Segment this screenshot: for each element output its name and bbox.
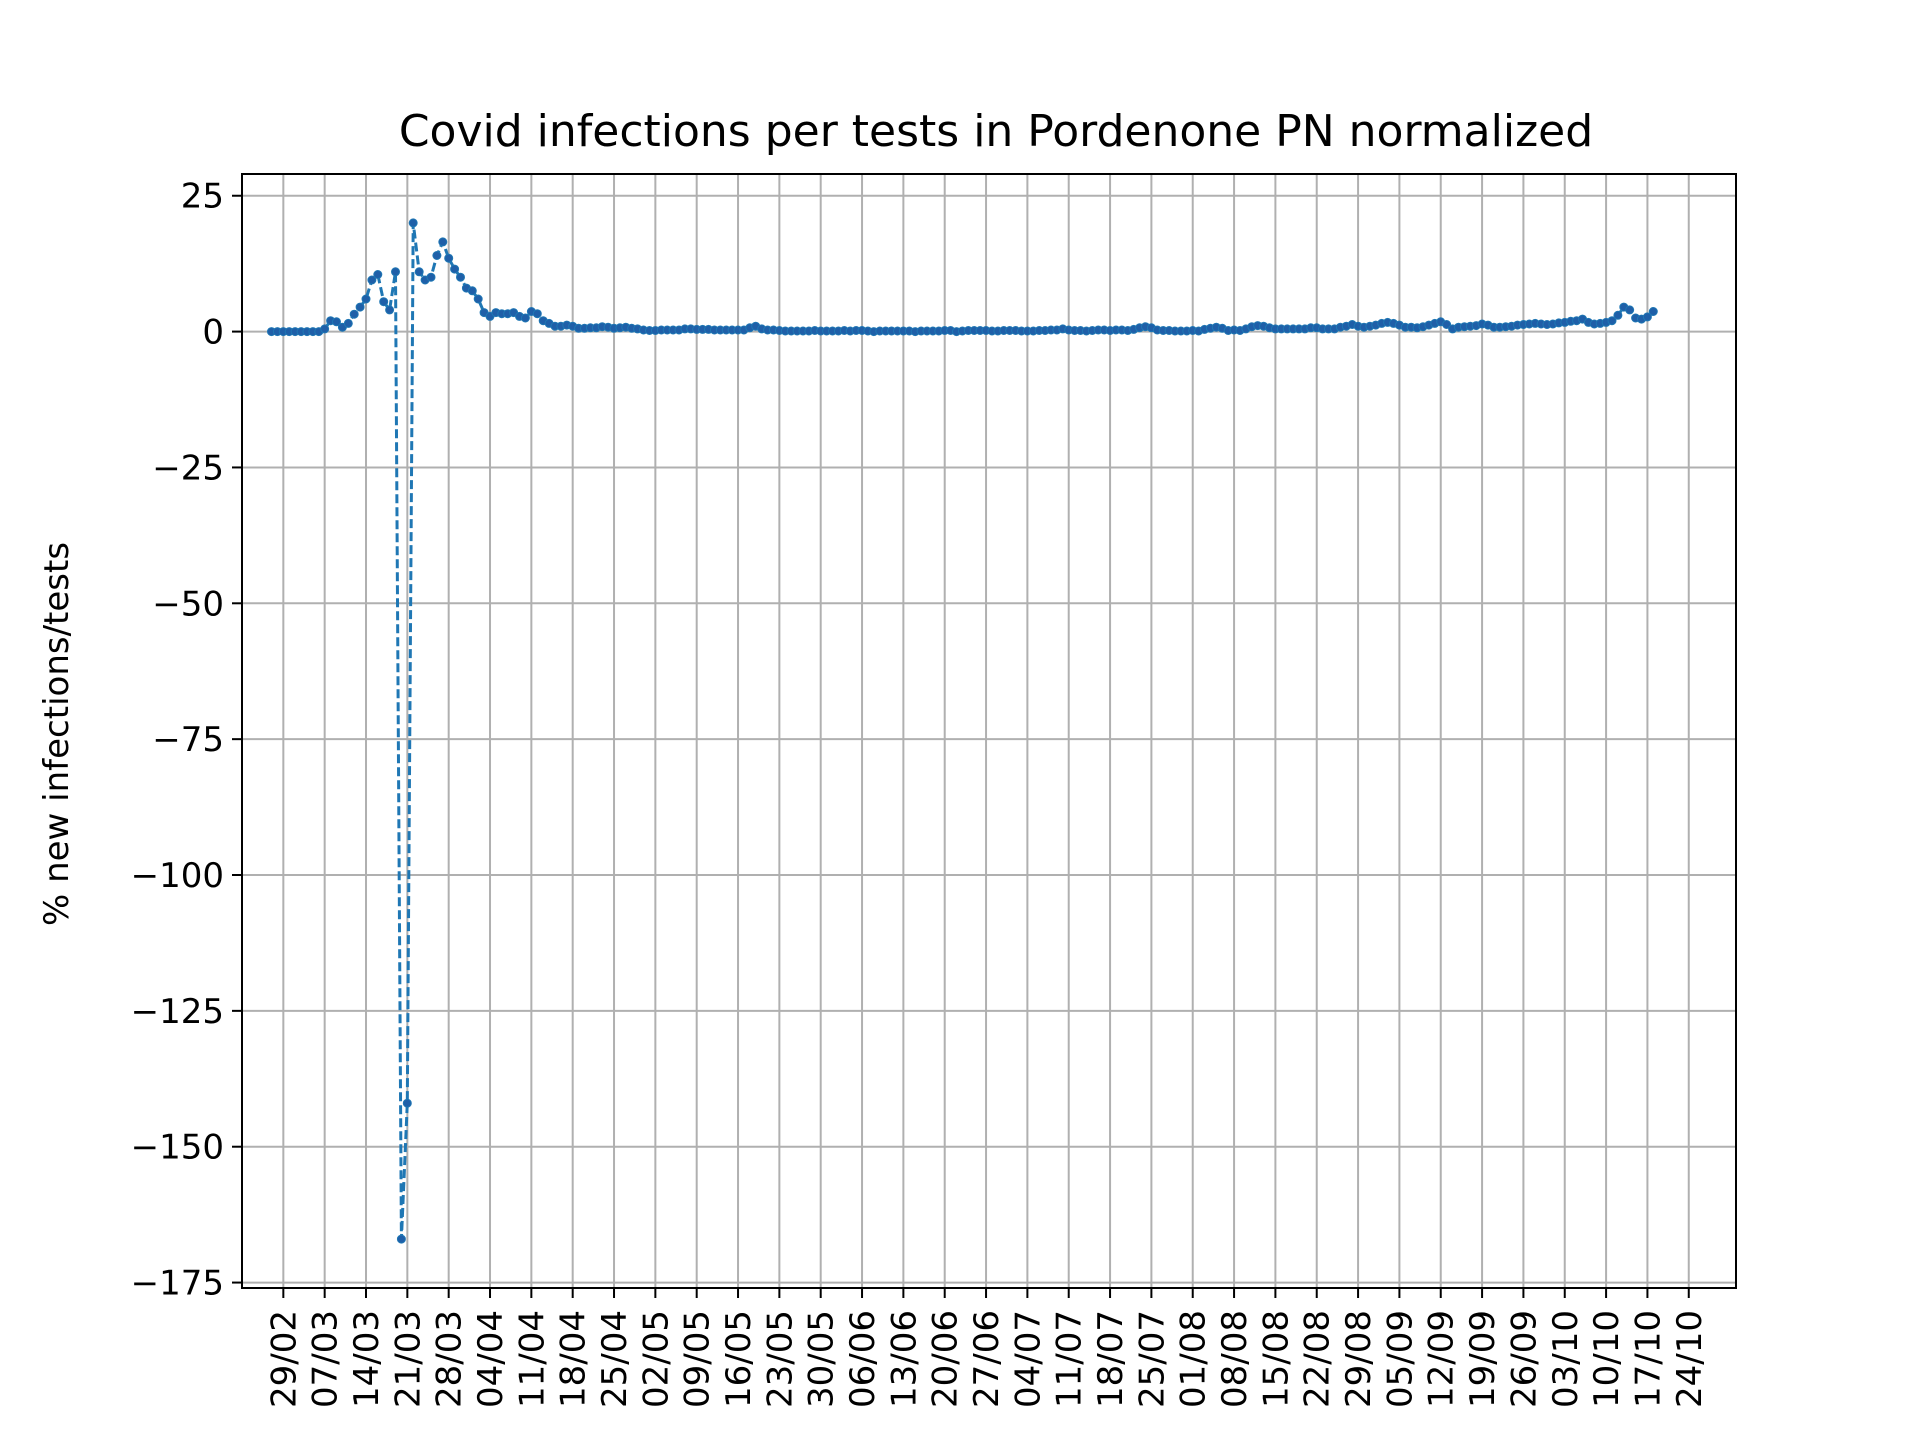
data-point [456, 272, 465, 282]
data-point [391, 267, 400, 277]
data-point [444, 253, 454, 263]
y-axis-label: % new infections/tests [37, 542, 77, 926]
data-point [361, 294, 371, 304]
x-tick-label: 29/08 [1339, 1310, 1379, 1408]
data-point [379, 297, 389, 307]
x-tick-label: 22/08 [1298, 1310, 1338, 1408]
data-point [450, 264, 460, 274]
series-layer [267, 218, 1658, 1244]
x-tick-label: 11/04 [512, 1310, 552, 1408]
x-tick-label: 21/03 [388, 1310, 428, 1408]
data-point [385, 305, 395, 315]
data-point [414, 267, 424, 277]
data-point [343, 318, 353, 328]
y-tick-label: 25 [181, 177, 224, 217]
x-tick-label: 10/10 [1587, 1310, 1627, 1408]
x-tick-label: 18/07 [1091, 1310, 1131, 1408]
data-point [432, 251, 442, 260]
x-tick-label: 27/06 [967, 1310, 1007, 1408]
x-tick-label: 13/06 [884, 1310, 924, 1408]
x-tick-label: 09/05 [678, 1310, 718, 1408]
x-tick-label: 20/06 [926, 1310, 966, 1408]
y-tick-label: 0 [202, 313, 224, 353]
data-point [1613, 310, 1623, 320]
x-tick-label: 16/05 [719, 1310, 759, 1408]
x-tick-label: 01/08 [1174, 1310, 1214, 1408]
y-tick-label: −150 [131, 1128, 224, 1168]
x-axis-ticks: 29/02 07/03 14/03 21/03 28/03 04/04 11/04 18/04… [264, 1288, 1710, 1408]
x-tick-label: 04/04 [471, 1310, 511, 1408]
data-point [332, 317, 341, 327]
data-point [520, 313, 530, 323]
x-tick-label: 15/08 [1256, 1310, 1296, 1408]
x-tick-label: 07/03 [306, 1310, 346, 1408]
x-tick-label: 18/04 [554, 1310, 594, 1408]
data-point [373, 270, 383, 279]
y-tick-label: −125 [131, 992, 224, 1032]
x-tick-label: 03/10 [1546, 1310, 1586, 1408]
data-point [1625, 305, 1635, 315]
data-point [1607, 316, 1617, 326]
x-tick-label: 11/07 [1050, 1310, 1090, 1408]
data-point [467, 286, 477, 296]
x-tick-label: 12/09 [1422, 1310, 1462, 1408]
data-point [408, 218, 418, 228]
x-tick-label: 17/10 [1628, 1310, 1668, 1408]
x-tick-label: 06/06 [843, 1310, 883, 1408]
x-tick-label: 19/09 [1463, 1310, 1503, 1408]
x-tick-label: 26/09 [1504, 1310, 1544, 1408]
data-point [396, 1234, 406, 1244]
x-tick-label: 14/03 [347, 1310, 387, 1408]
data-point [402, 1098, 412, 1108]
x-tick-label: 30/05 [802, 1310, 842, 1408]
x-tick-label: 02/05 [636, 1310, 676, 1408]
data-point [1442, 320, 1452, 329]
grid [242, 174, 1736, 1288]
data-point [438, 237, 448, 247]
data-point [367, 275, 377, 285]
x-tick-label: 24/10 [1670, 1310, 1710, 1408]
data-point [349, 309, 359, 319]
data-point [1642, 312, 1652, 322]
x-tick-label: 04/07 [1008, 1310, 1048, 1408]
x-tick-label: 23/05 [760, 1310, 800, 1408]
x-tick-label: 08/08 [1215, 1310, 1255, 1408]
y-tick-label: −175 [131, 1264, 224, 1304]
x-tick-label: 25/07 [1132, 1310, 1172, 1408]
data-point [1648, 307, 1658, 316]
data-point [320, 324, 330, 334]
y-tick-label: −50 [152, 584, 224, 624]
x-tick-label: 28/03 [430, 1310, 470, 1408]
y-tick-label: −25 [152, 448, 224, 488]
x-tick-label: 25/04 [595, 1310, 635, 1408]
data-point [532, 309, 542, 319]
data-point [355, 302, 365, 312]
data-point [473, 294, 483, 304]
chart-title: Covid infections per tests in Pordenone … [399, 106, 1593, 157]
y-axis-ticks: 25 0 −25 −50 −75 −100 −125 −150 −175 [131, 177, 242, 1304]
plot-frame [241, 173, 1737, 1289]
data-point [426, 272, 436, 282]
y-tick-label: −100 [131, 856, 224, 896]
y-tick-label: −75 [152, 720, 224, 760]
x-tick-label: 05/09 [1380, 1310, 1420, 1408]
x-tick-label: 29/02 [264, 1310, 304, 1408]
